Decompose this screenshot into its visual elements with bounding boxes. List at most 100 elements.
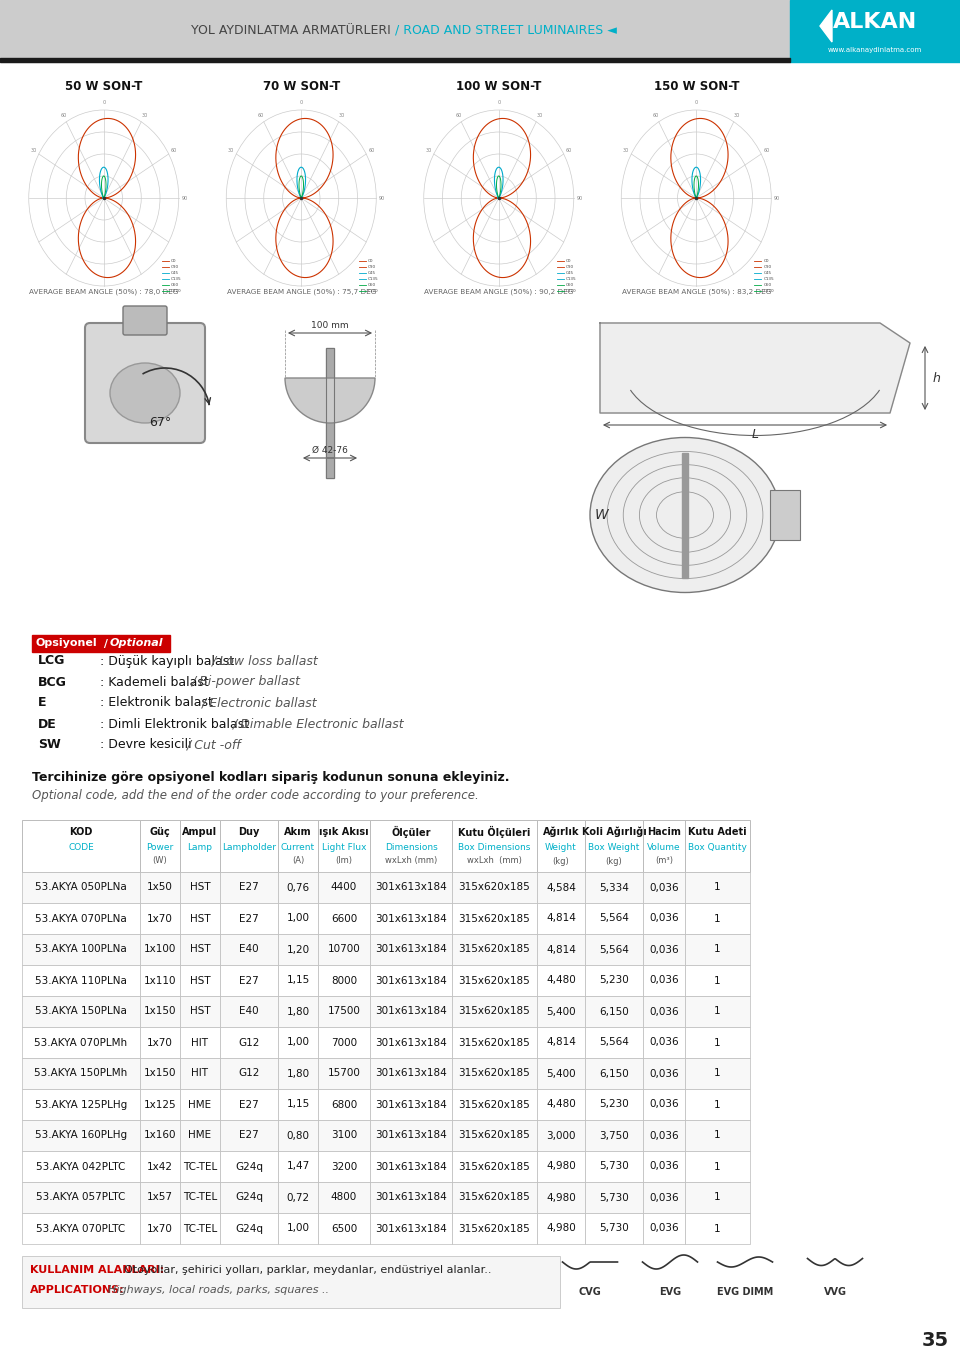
Bar	[318, 1120, 370, 1152]
Text: / Dimable Electronic ballast: / Dimable Electronic ballast	[232, 717, 404, 731]
Text: 5,730: 5,730	[599, 1224, 629, 1233]
Text: 50 W SON-T: 50 W SON-T	[65, 80, 142, 92]
Text: 53.AKYA 042PLTC: 53.AKYA 042PLTC	[36, 1161, 126, 1172]
Bar	[685, 820, 750, 872]
Text: 90: 90	[181, 196, 188, 201]
Bar	[452, 903, 537, 934]
Text: 1: 1	[714, 1038, 721, 1047]
Bar	[318, 1027, 370, 1058]
Bar	[318, 1152, 370, 1181]
Bar	[682, 454, 688, 579]
Bar	[685, 934, 750, 966]
Text: C0: C0	[369, 259, 373, 263]
Text: 1: 1	[714, 945, 721, 955]
Text: 30: 30	[31, 148, 36, 153]
Text: 301x613x184: 301x613x184	[375, 1006, 446, 1017]
Bar	[685, 1027, 750, 1058]
Text: 1,20: 1,20	[286, 945, 309, 955]
Text: 53.AKYA 125PLHg: 53.AKYA 125PLHg	[35, 1100, 127, 1109]
Text: 0,036: 0,036	[649, 1161, 679, 1172]
Bar	[370, 1027, 452, 1058]
Text: AVERAGE BEAM ANGLE (50%) : 83,2 DEG: AVERAGE BEAM ANGLE (50%) : 83,2 DEG	[621, 288, 771, 295]
Bar	[220, 1181, 278, 1213]
Text: 315x620x185: 315x620x185	[459, 1100, 530, 1109]
Bar	[278, 1213, 318, 1244]
Text: 17500: 17500	[327, 1006, 360, 1017]
Text: 4,814: 4,814	[546, 914, 576, 923]
Text: 6800: 6800	[331, 1100, 357, 1109]
Bar	[452, 820, 537, 872]
Text: E40: E40	[239, 945, 259, 955]
Text: E27: E27	[239, 914, 259, 923]
Text: 53.AKYA 070PLNa: 53.AKYA 070PLNa	[36, 914, 127, 923]
Text: / Cut -off: / Cut -off	[186, 739, 241, 751]
Text: 4,980: 4,980	[546, 1161, 576, 1172]
Text: 1x70: 1x70	[147, 1224, 173, 1233]
Bar	[220, 820, 278, 872]
Bar	[318, 966, 370, 995]
Bar	[180, 966, 220, 995]
Text: 53.AKYA 070PLMh: 53.AKYA 070PLMh	[35, 1038, 128, 1047]
Text: 53.AKYA 150PLMh: 53.AKYA 150PLMh	[35, 1069, 128, 1078]
Bar	[537, 1089, 585, 1120]
Text: 0: 0	[300, 100, 302, 106]
Bar	[643, 1027, 685, 1058]
Text: APPLICATIONS:: APPLICATIONS:	[30, 1285, 125, 1296]
Bar	[22, 1058, 140, 1089]
Wedge shape	[285, 378, 375, 422]
Text: Koli Ağırlığı: Koli Ağırlığı	[582, 827, 646, 838]
Bar	[220, 934, 278, 966]
Bar	[220, 903, 278, 934]
Text: C135: C135	[171, 277, 181, 281]
Text: 301x613x184: 301x613x184	[375, 1161, 446, 1172]
Text: 301x613x184: 301x613x184	[375, 1130, 446, 1141]
Bar	[370, 820, 452, 872]
Text: C120: C120	[763, 289, 774, 293]
Text: Akım: Akım	[284, 827, 312, 837]
Bar	[220, 995, 278, 1027]
Bar	[278, 872, 318, 903]
FancyBboxPatch shape	[123, 306, 167, 335]
Bar	[220, 1152, 278, 1181]
Bar	[452, 872, 537, 903]
Text: ALKAN: ALKAN	[833, 12, 917, 33]
Bar	[537, 1213, 585, 1244]
Text: Dimensions: Dimensions	[385, 843, 438, 853]
Text: 1x70: 1x70	[147, 914, 173, 923]
Text: 100 W SON-T: 100 W SON-T	[456, 80, 541, 92]
Bar	[318, 903, 370, 934]
Text: 301x613x184: 301x613x184	[375, 1100, 446, 1109]
Text: 30: 30	[536, 113, 542, 118]
Text: E40: E40	[239, 1006, 259, 1017]
Bar	[585, 1058, 643, 1089]
Bar	[643, 966, 685, 995]
Bar	[685, 1181, 750, 1213]
Text: 315x620x185: 315x620x185	[459, 975, 530, 986]
Text: 0,036: 0,036	[649, 1192, 679, 1202]
Text: 5,564: 5,564	[599, 1038, 629, 1047]
Text: 60: 60	[653, 113, 659, 118]
Bar	[643, 1213, 685, 1244]
Bar	[452, 1152, 537, 1181]
Bar	[643, 1152, 685, 1181]
Bar	[140, 1089, 180, 1120]
Text: 30: 30	[339, 113, 345, 118]
Text: / Electronic ballast: / Electronic ballast	[202, 697, 318, 709]
Text: W: W	[595, 508, 609, 521]
Bar	[452, 1120, 537, 1152]
Text: 315x620x185: 315x620x185	[459, 1038, 530, 1047]
Bar	[452, 966, 537, 995]
Text: (kg): (kg)	[606, 857, 622, 865]
Text: Ampul: Ampul	[182, 827, 218, 837]
Bar	[140, 820, 180, 872]
Bar	[585, 1027, 643, 1058]
Text: 90: 90	[379, 196, 385, 201]
Text: AVERAGE BEAM ANGLE (50%) : 75,7 DEG: AVERAGE BEAM ANGLE (50%) : 75,7 DEG	[227, 288, 376, 295]
Text: 70 W SON-T: 70 W SON-T	[263, 80, 340, 92]
Text: Box Weight: Box Weight	[588, 843, 639, 853]
Text: 1: 1	[714, 1192, 721, 1202]
Text: 5,730: 5,730	[599, 1161, 629, 1172]
Text: 4800: 4800	[331, 1192, 357, 1202]
Bar	[278, 1120, 318, 1152]
Text: 1: 1	[714, 975, 721, 986]
